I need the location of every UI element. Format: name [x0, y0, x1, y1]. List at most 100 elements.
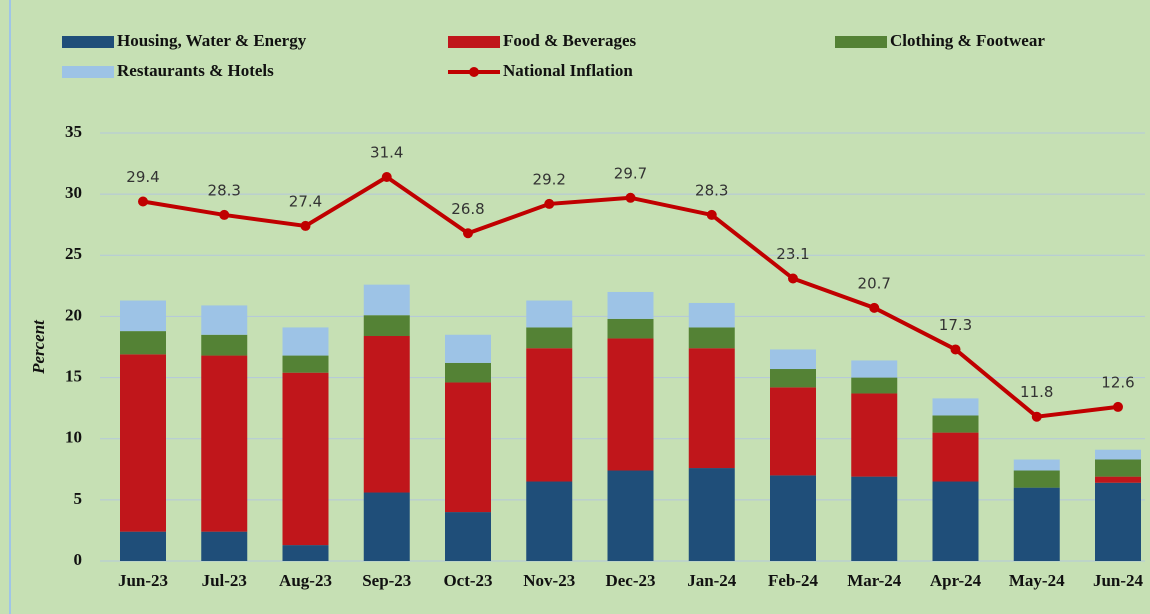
bar-segment — [688, 302, 735, 328]
data-label: 26.8 — [451, 200, 484, 218]
y-tick-label: 25 — [65, 244, 82, 263]
bar-segment — [607, 318, 654, 339]
line-marker — [1113, 401, 1123, 412]
bar-segment — [526, 300, 573, 328]
x-tick-label: Nov-23 — [523, 571, 575, 590]
bar-segment — [1095, 476, 1141, 483]
bar-segment — [851, 476, 898, 561]
x-tick-label: Aug-23 — [279, 571, 332, 590]
bar-segment — [932, 481, 979, 561]
data-label: 12.6 — [1101, 373, 1134, 391]
bar-segment — [688, 468, 735, 561]
y-tick-label: 10 — [65, 428, 82, 447]
y-tick-label: 5 — [74, 489, 83, 508]
legend-label: Food & Beverages — [503, 31, 637, 50]
bar-segment — [282, 545, 329, 561]
legend-swatch — [835, 36, 887, 48]
x-tick-label: May-24 — [1009, 571, 1065, 590]
x-tick-label: Oct-23 — [443, 571, 492, 590]
data-label: 29.7 — [614, 164, 647, 182]
y-tick-label: 35 — [65, 122, 82, 141]
line-marker — [463, 228, 473, 239]
bar-segment — [770, 475, 816, 561]
data-label: 11.8 — [1020, 383, 1053, 401]
y-axis-label: Percent — [29, 319, 48, 375]
bar-segment — [770, 387, 816, 476]
bar-segment — [363, 315, 410, 336]
data-label: 23.1 — [776, 245, 809, 263]
bar-segment — [120, 354, 166, 532]
line-marker — [300, 220, 311, 231]
bar-segment — [1095, 449, 1141, 460]
line-marker — [1031, 411, 1042, 422]
y-tick-label: 30 — [65, 183, 82, 202]
bar-segment — [201, 305, 248, 335]
bar-segment — [201, 355, 248, 532]
bar-segment — [282, 327, 329, 356]
line-marker — [544, 198, 555, 209]
bar-segment — [688, 348, 735, 469]
legend-label: National Inflation — [503, 61, 633, 80]
bar-segment — [932, 398, 979, 416]
bar-segment — [932, 415, 979, 433]
x-tick-label: Sep-23 — [362, 571, 411, 590]
bar-segment — [120, 300, 166, 332]
bar-segment — [770, 349, 816, 370]
data-label: 27.4 — [289, 192, 322, 210]
x-tick-label: Mar-24 — [847, 571, 902, 590]
bar-segment — [770, 369, 816, 388]
x-tick-label: Jul-23 — [202, 571, 247, 590]
line-marker — [869, 302, 880, 313]
bar-segment — [445, 362, 491, 383]
bar-segment — [607, 338, 654, 471]
x-tick-label: Apr-24 — [930, 571, 982, 590]
data-label: 28.3 — [208, 181, 241, 199]
data-label: 29.2 — [533, 170, 566, 188]
line-marker — [788, 273, 798, 284]
bar-segment — [1013, 487, 1060, 561]
legend-label: Restaurants & Hotels — [117, 61, 274, 80]
legend-swatch — [62, 66, 114, 78]
bar-segment — [201, 531, 248, 561]
data-label: 29.4 — [126, 168, 159, 186]
bar-segment — [851, 360, 898, 378]
x-tick-label: Feb-24 — [768, 571, 819, 590]
legend-swatch — [448, 36, 500, 48]
y-tick-label: 20 — [65, 305, 82, 324]
x-tick-label: Jun-24 — [1093, 571, 1144, 590]
bar-segment — [526, 481, 573, 561]
line-marker — [138, 196, 148, 207]
y-tick-label: 15 — [65, 366, 82, 385]
line-marker — [706, 209, 717, 220]
bar-segment — [607, 470, 654, 561]
bar-segment — [851, 377, 898, 394]
bar-segment — [445, 512, 491, 561]
bar-segment — [120, 331, 166, 355]
bar-segment — [363, 492, 410, 561]
bar-segment — [526, 348, 573, 482]
bar-segment — [688, 327, 735, 349]
legend-swatch — [62, 36, 114, 48]
bar-segment — [282, 372, 329, 546]
bar-segment — [1095, 482, 1141, 561]
bar-segment — [363, 284, 410, 316]
bar-segment — [1013, 459, 1060, 471]
bar-segment — [1013, 470, 1060, 488]
line-marker — [950, 344, 961, 355]
x-tick-label: Dec-23 — [605, 571, 655, 590]
bar-segment — [282, 355, 329, 373]
bar-segment — [526, 327, 573, 349]
bar-segment — [445, 382, 491, 513]
data-label: 28.3 — [695, 181, 728, 199]
line-marker — [381, 172, 392, 183]
line-marker — [625, 192, 636, 203]
data-label: 20.7 — [858, 274, 891, 292]
bar-segment — [932, 432, 979, 482]
bar-segment — [363, 335, 410, 493]
legend-label: Clothing & Footwear — [890, 31, 1045, 50]
data-label: 31.4 — [370, 144, 403, 162]
legend-swatch — [469, 67, 479, 77]
bar-segment — [201, 334, 248, 356]
x-tick-label: Jun-23 — [118, 571, 168, 590]
